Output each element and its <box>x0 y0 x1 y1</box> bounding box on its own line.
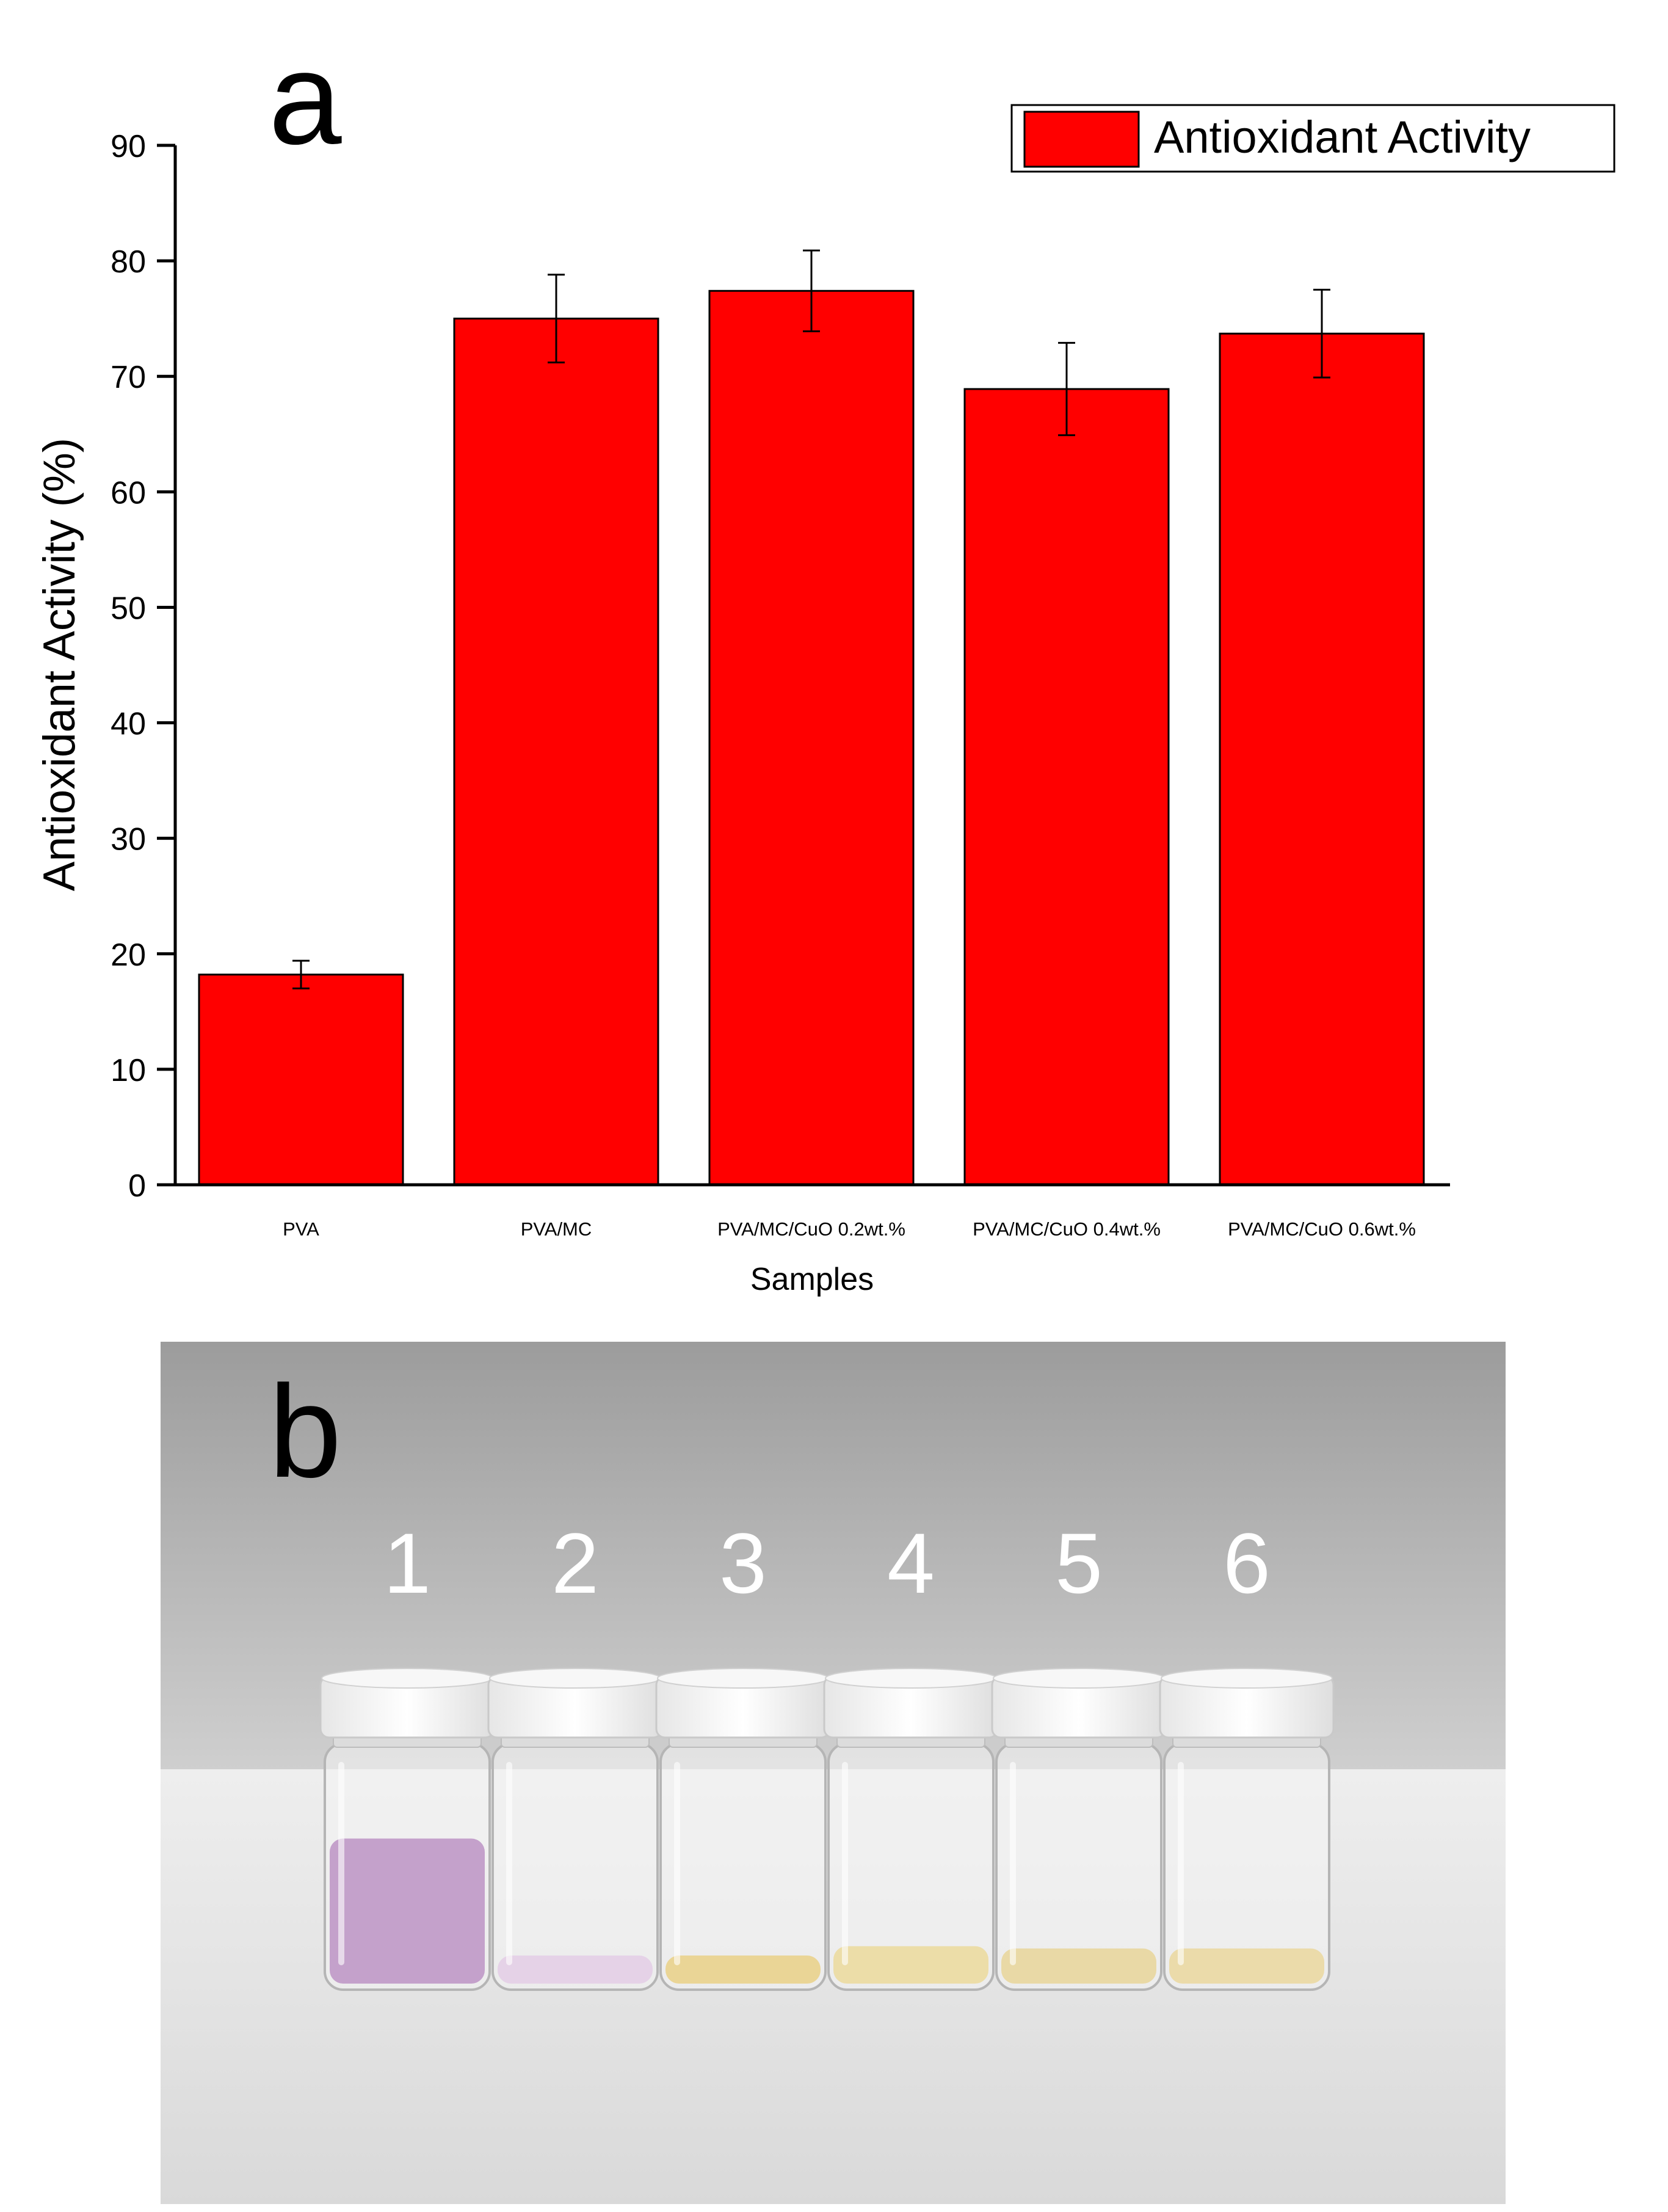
vial-cap-top <box>993 1668 1165 1689</box>
vial-cap-top <box>489 1668 661 1689</box>
x-axis-title: Samples <box>750 1262 874 1297</box>
vial-liquid <box>665 1956 821 1984</box>
x-axis-ticks: PVA PVA/MC PVA/MC/CuO 0.2wt.% PVA/MC/CuO 0.… <box>283 1218 1416 1240</box>
vial-cap-top <box>825 1668 997 1689</box>
panel-a-label: a <box>269 24 342 172</box>
vial-highlight <box>842 1762 848 1965</box>
vial-highlight <box>338 1762 344 1965</box>
bar-group <box>198 289 1425 1186</box>
panel-b-photo: b 1 2 3 4 5 6 <box>161 1342 1506 2204</box>
x-tick-label: PVA/MC/CuO 0.6wt.% <box>1228 1218 1416 1240</box>
bar <box>963 388 1170 1186</box>
y-tick-label: 10 <box>111 1053 146 1088</box>
vial-liquid <box>498 1956 653 1984</box>
vial-glass <box>659 1742 827 1991</box>
vial-liquid <box>833 1946 988 1984</box>
vial-highlight <box>1178 1762 1184 1965</box>
y-tick-label: 30 <box>111 822 146 857</box>
x-tick-label: PVA/MC/CuO 0.2wt.% <box>717 1218 905 1240</box>
vial-number: 1 <box>383 1515 431 1611</box>
y-tick-label: 20 <box>111 937 146 973</box>
y-tick-label: 90 <box>111 129 146 164</box>
vial: 4 <box>823 1515 999 1991</box>
vial-number: 5 <box>1055 1515 1103 1611</box>
vial: 3 <box>655 1515 831 1991</box>
error-bar-group <box>292 249 1330 990</box>
legend-label: Antioxidant Activity <box>1154 112 1531 162</box>
legend-swatch <box>1023 111 1140 168</box>
y-tick-label: 50 <box>111 591 146 626</box>
vial: 6 <box>1159 1515 1335 1991</box>
panel-b-label: b <box>269 1358 342 1505</box>
bar <box>708 289 915 1186</box>
bar <box>453 318 659 1186</box>
vial-number: 2 <box>551 1515 599 1611</box>
vial-highlight <box>1010 1762 1016 1965</box>
x-tick-label: PVA <box>283 1218 319 1240</box>
vial-cap-top <box>1161 1668 1333 1689</box>
vial-number: 3 <box>719 1515 767 1611</box>
vial: 1 <box>319 1515 495 1991</box>
y-axis-title: Antioxidant Activity (%) <box>35 438 84 891</box>
vial-highlight <box>506 1762 512 1965</box>
y-tick-label: 40 <box>111 707 146 742</box>
vial-highlight <box>674 1762 680 1965</box>
vial-number: 6 <box>1223 1515 1271 1611</box>
vial: 5 <box>991 1515 1167 1991</box>
vial: 2 <box>487 1515 663 1991</box>
y-tick-label: 80 <box>111 244 146 280</box>
x-tick-label: PVA/MC/CuO 0.4wt.% <box>973 1218 1161 1240</box>
vial-cap-top <box>657 1668 829 1689</box>
x-tick-label: PVA/MC <box>521 1218 592 1240</box>
bar <box>1219 332 1425 1186</box>
vial-liquid <box>330 1838 485 1984</box>
bar <box>198 973 404 1186</box>
vial-liquid <box>1001 1948 1156 1984</box>
vial-cap-top <box>321 1668 493 1689</box>
y-tick-label: 0 <box>128 1168 146 1204</box>
panel-a: a 0 10 20 30 40 50 60 70 80 90 PVA PVA/MC PVA/MC/Cu… <box>35 24 1615 1297</box>
vial-liquid <box>1169 1948 1324 1984</box>
y-tick-label: 70 <box>111 360 146 395</box>
vials-row: 1 2 3 4 5 6 <box>319 1515 1335 1991</box>
legend: Antioxidant Activity <box>1010 104 1615 173</box>
y-axis-ticks: 0 10 20 30 40 50 60 70 80 90 <box>111 129 175 1204</box>
vial-glass <box>491 1742 659 1991</box>
y-tick-label: 60 <box>111 475 146 511</box>
vial-number: 4 <box>887 1515 935 1611</box>
